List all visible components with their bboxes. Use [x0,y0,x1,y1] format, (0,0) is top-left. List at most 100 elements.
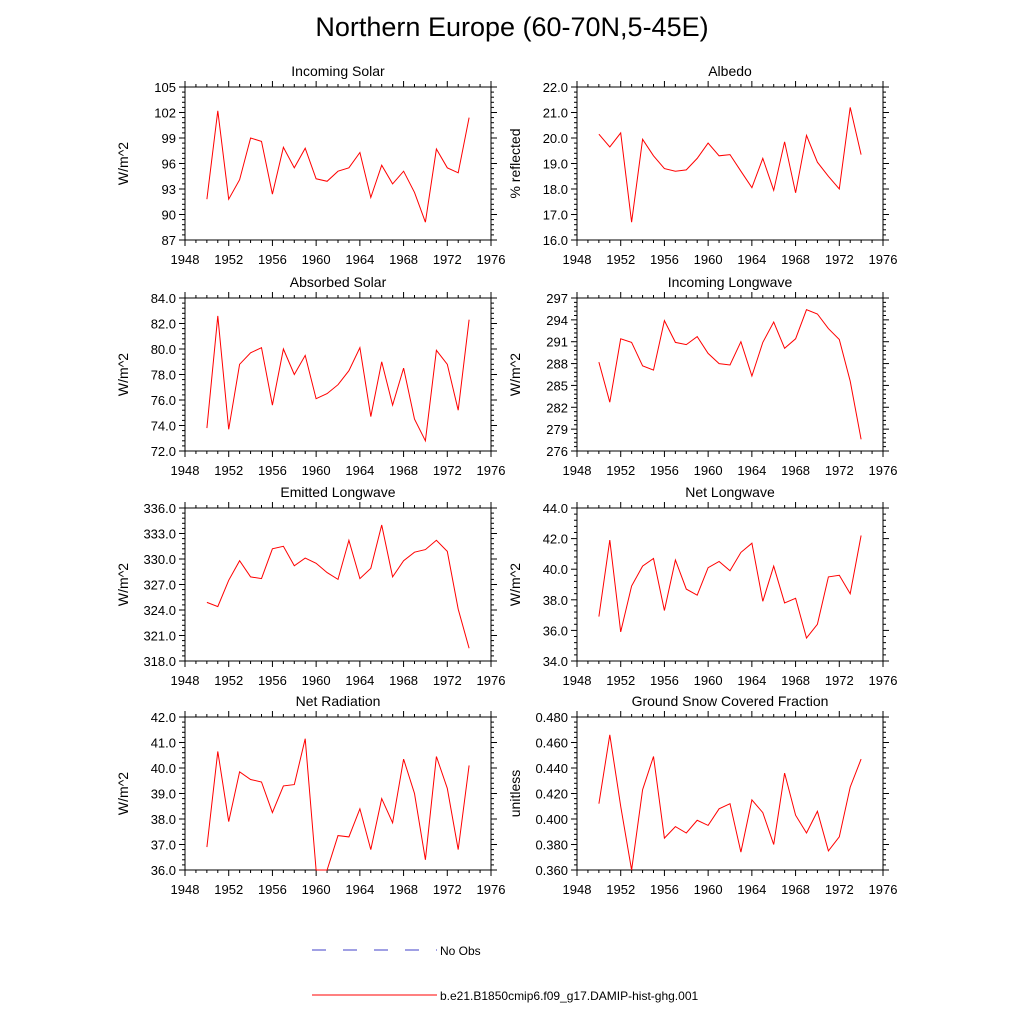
y-tick-label: 285 [546,378,568,393]
x-tick-label: 1960 [694,882,723,897]
y-tick-label: 34.0 [543,654,568,669]
y-axis-label: W/m^2 [115,563,131,606]
y-tick-label: 0.480 [535,710,568,725]
x-tick-label: 1948 [563,673,592,688]
x-tick-label: 1956 [650,463,679,478]
y-tick-label: 0.440 [535,761,568,776]
x-tick-label: 1972 [433,252,462,267]
y-tick-label: 99 [162,131,176,146]
x-tick-label: 1960 [694,463,723,478]
y-tick-label: 42.0 [151,710,176,725]
x-tick-label: 1960 [302,252,331,267]
y-axis-label: W/m^2 [115,353,131,396]
panel-title: Emitted Longwave [280,484,395,500]
panel-title: Ground Snow Covered Fraction [632,693,829,709]
series-line [206,524,470,649]
x-tick-label: 1968 [781,882,810,897]
x-tick-label: 1956 [258,463,287,478]
x-tick-label: 1960 [694,673,723,688]
y-axis-label: % reflected [507,128,523,198]
y-tick-label: 38.0 [151,812,176,827]
x-tick-label: 1976 [869,882,898,897]
x-tick-label: 1952 [606,673,635,688]
x-tick-label: 1972 [825,463,854,478]
x-tick-label: 1964 [737,882,766,897]
panel-title: Albedo [708,63,752,79]
x-tick-label: 1956 [258,252,287,267]
plot-frame [184,716,492,871]
series-line [598,535,862,640]
y-tick-label: 297 [546,291,568,306]
page-title: Northern Europe (60-70N,5-45E) [315,12,709,42]
y-tick-label: 336.0 [143,501,176,516]
series-line [598,309,862,440]
y-tick-label: 74.0 [151,419,176,434]
y-tick-label: 18.0 [543,182,568,197]
x-tick-label: 1964 [737,252,766,267]
x-tick-label: 1964 [737,463,766,478]
x-tick-label: 1952 [606,252,635,267]
x-tick-label: 1948 [563,463,592,478]
x-tick-label: 1976 [869,673,898,688]
x-tick-label: 1960 [302,673,331,688]
x-tick-label: 1964 [345,673,374,688]
panel-4: Incoming Longwave 1948 1952 1956 1960 1964 196… [507,274,897,478]
y-tick-label: 42.0 [543,532,568,547]
panel-7: Net Radiation 1948 1952 1956 1960 1964 1968 197… [115,693,505,897]
y-tick-label: 36.0 [543,623,568,638]
y-tick-label: 291 [546,335,568,350]
y-tick-label: 78.0 [151,368,176,383]
panel-title: Incoming Solar [291,63,385,79]
x-tick-label: 1948 [563,882,592,897]
x-tick-label: 1976 [477,252,506,267]
y-tick-label: 330.0 [143,552,176,567]
y-tick-label: 321.0 [143,629,176,644]
x-tick-label: 1952 [214,463,243,478]
x-tick-label: 1968 [389,673,418,688]
y-tick-label: 20.0 [543,131,568,146]
y-tick-label: 41.0 [151,736,176,751]
panel-2: Albedo 1948 1952 1956 1960 1964 1968 1972 1976 16… [507,63,897,267]
x-tick-label: 1960 [694,252,723,267]
x-tick-label: 1976 [477,463,506,478]
x-tick-label: 1952 [606,882,635,897]
x-tick-label: 1948 [171,673,200,688]
y-tick-label: 21.0 [543,106,568,121]
x-tick-label: 1972 [825,882,854,897]
y-tick-label: 93 [162,182,176,197]
legend-obs-label: No Obs [440,944,481,958]
x-tick-label: 1952 [214,882,243,897]
x-tick-label: 1976 [477,882,506,897]
y-tick-label: 0.420 [535,787,568,802]
plot-frame [576,716,884,871]
y-tick-label: 39.0 [151,787,176,802]
x-tick-label: 1948 [171,463,200,478]
y-tick-label: 72.0 [151,444,176,459]
plot-frame [184,507,492,662]
y-tick-label: 84.0 [151,291,176,306]
x-tick-label: 1956 [258,673,287,688]
x-tick-label: 1956 [650,882,679,897]
y-tick-label: 40.0 [543,562,568,577]
y-tick-label: 333.0 [143,527,176,542]
x-tick-label: 1972 [433,882,462,897]
x-tick-label: 1972 [825,673,854,688]
y-tick-label: 90 [162,208,176,223]
x-tick-label: 1968 [389,882,418,897]
x-tick-label: 1952 [606,463,635,478]
x-tick-label: 1956 [650,673,679,688]
x-tick-label: 1968 [389,463,418,478]
x-tick-label: 1968 [781,463,810,478]
panel-title: Net Longwave [685,484,775,500]
x-tick-label: 1968 [389,252,418,267]
y-tick-label: 294 [546,313,568,328]
y-axis-label: W/m^2 [507,563,523,606]
panel-5: Emitted Longwave 1948 1952 1956 1960 1964 1968… [115,484,505,688]
x-tick-label: 1952 [214,252,243,267]
y-axis-label: W/m^2 [115,772,131,815]
x-tick-label: 1964 [345,882,374,897]
x-tick-label: 1972 [433,463,462,478]
y-tick-label: 76.0 [151,393,176,408]
x-tick-label: 1976 [869,252,898,267]
